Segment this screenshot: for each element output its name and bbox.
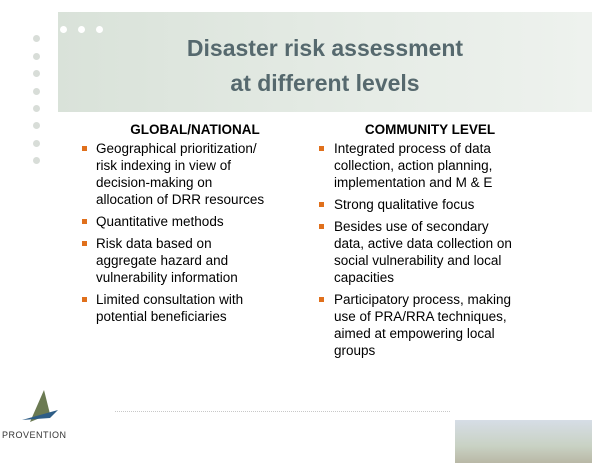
bullet bbox=[82, 146, 87, 151]
divider bbox=[115, 411, 450, 412]
dot bbox=[33, 105, 40, 112]
logo-text: PROVENTION bbox=[2, 430, 67, 440]
bullet-text: Integrated process of data bbox=[334, 140, 491, 157]
dot bbox=[33, 53, 40, 60]
logo-mark bbox=[20, 388, 60, 424]
bullet-text: social vulnerability and local bbox=[334, 252, 501, 269]
title-box bbox=[58, 12, 592, 112]
bullet bbox=[319, 202, 324, 207]
bullet bbox=[82, 297, 87, 302]
bullet-text: aggregate hazard and bbox=[96, 252, 228, 269]
dot bbox=[60, 26, 67, 33]
column-heading: COMMUNITY LEVEL bbox=[310, 122, 550, 137]
bullet bbox=[319, 224, 324, 229]
bullet bbox=[82, 241, 87, 246]
bullet-text: groups bbox=[334, 342, 375, 359]
bullet-text: Quantitative methods bbox=[96, 213, 224, 230]
dot bbox=[33, 140, 40, 147]
bullet bbox=[319, 297, 324, 302]
bullet-text: Limited consultation with bbox=[96, 291, 243, 308]
column-heading: GLOBAL/NATIONAL bbox=[75, 122, 315, 137]
dot bbox=[33, 122, 40, 129]
bullet-text: Participatory process, making bbox=[334, 291, 511, 308]
bullet-text: collection, action planning, bbox=[334, 157, 492, 174]
bullet-text: data, active data collection on bbox=[334, 235, 512, 252]
bullet-text: allocation of DRR resources bbox=[96, 191, 264, 208]
bullet-text: Strong qualitative focus bbox=[334, 196, 474, 213]
bullet bbox=[82, 219, 87, 224]
title-line: Disaster risk assessment bbox=[58, 35, 592, 62]
bullet-text: Besides use of secondary bbox=[334, 218, 489, 235]
bullet-text: Geographical prioritization/ bbox=[96, 140, 257, 157]
dot bbox=[33, 88, 40, 95]
bullet-text: potential beneficiaries bbox=[96, 308, 227, 325]
bullet bbox=[319, 146, 324, 151]
bullet-text: aimed at empowering local bbox=[334, 325, 495, 342]
footer-image bbox=[455, 420, 592, 463]
title-line: at different levels bbox=[58, 70, 592, 97]
bullet-text: implementation and M & E bbox=[334, 174, 492, 191]
bullet-text: decision-making on bbox=[96, 174, 212, 191]
bullet-text: capacities bbox=[334, 269, 394, 286]
bullet-text: risk indexing in view of bbox=[96, 157, 231, 174]
slide: Disaster risk assessment at different le… bbox=[0, 0, 612, 463]
bullet-text: use of PRA/RRA techniques, bbox=[334, 308, 507, 325]
dot bbox=[33, 70, 40, 77]
dot bbox=[96, 26, 103, 33]
bullet-text: vulnerability information bbox=[96, 269, 238, 286]
dot bbox=[78, 26, 85, 33]
bullet-text: Risk data based on bbox=[96, 235, 212, 252]
dot bbox=[33, 157, 40, 164]
dot bbox=[33, 35, 40, 42]
